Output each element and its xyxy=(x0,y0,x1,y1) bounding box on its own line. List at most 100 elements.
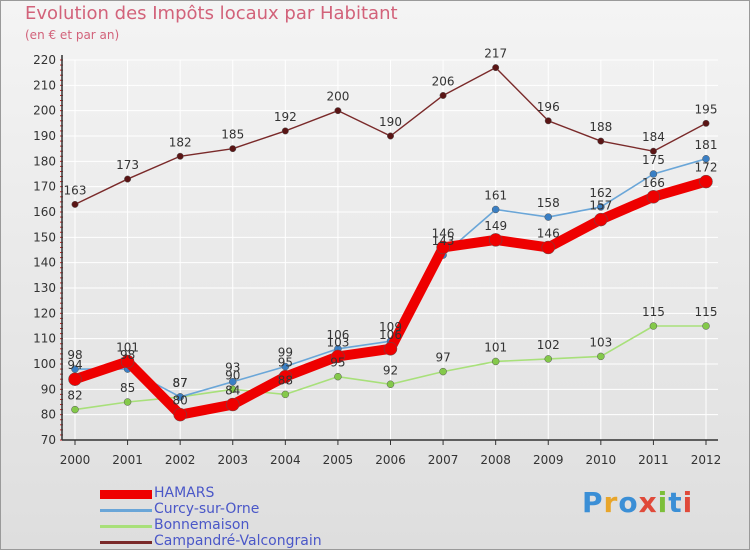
data-label-hamars: 146 xyxy=(432,226,455,240)
data-label-campandr-valcongrain: 163 xyxy=(64,183,87,197)
data-label-bonnemaison: 102 xyxy=(537,338,560,352)
data-label-campandr-valcongrain: 195 xyxy=(695,102,718,116)
x-tick-label: 2005 xyxy=(323,453,354,467)
logo-letter: P xyxy=(582,486,604,519)
point-campandr-valcongrain xyxy=(229,145,237,153)
x-tick-label: 2001 xyxy=(112,453,143,467)
data-label-bonnemaison: 85 xyxy=(120,381,135,395)
legend-item: Campandré-Valcongrain xyxy=(100,533,420,550)
legend-label: HAMARS xyxy=(154,485,215,501)
point-curcy-sur-orne xyxy=(597,203,605,211)
data-labels-layer: 163 173 182 185 192 200 190 206 217 196 188 184 195 8… xyxy=(64,47,718,408)
x-tick-label: 2004 xyxy=(270,453,301,467)
point-hamars xyxy=(488,233,503,247)
data-label-bonnemaison: 115 xyxy=(642,305,665,319)
series-layer xyxy=(68,64,713,422)
point-campandr-valcongrain xyxy=(544,117,552,125)
data-label-campandr-valcongrain: 190 xyxy=(379,115,402,129)
data-label-curcy-sur-orne: 106 xyxy=(326,328,349,342)
data-label-curcy-sur-orne: 143 xyxy=(432,234,455,248)
logo-letter: t xyxy=(668,486,683,519)
data-label-campandr-valcongrain: 173 xyxy=(116,158,139,172)
point-curcy-sur-orne xyxy=(176,393,184,401)
point-bonnemaison xyxy=(491,357,500,366)
data-label-curcy-sur-orne: 99 xyxy=(278,346,293,360)
point-bonnemaison xyxy=(649,322,658,330)
point-bonnemaison xyxy=(281,390,290,399)
data-label-curcy-sur-orne: 98 xyxy=(120,348,135,362)
x-tick-label: 2009 xyxy=(533,453,564,467)
data-label-hamars: 80 xyxy=(173,394,188,408)
data-label-curcy-sur-orne: 158 xyxy=(537,196,560,210)
data-label-curcy-sur-orne: 161 xyxy=(484,188,507,202)
y-tick-label: 200 xyxy=(33,104,56,118)
point-bonnemaison xyxy=(229,385,237,394)
point-bonnemaison xyxy=(123,398,132,406)
y-tick-label: 120 xyxy=(33,306,56,320)
point-campandr-valcongrain xyxy=(597,137,605,145)
legend: HAMARS Curcy-sur-Orne Bonnemaison Campandré… xyxy=(100,485,420,550)
y-tick-label: 160 xyxy=(33,205,56,219)
data-label-bonnemaison: 92 xyxy=(383,363,398,377)
data-label-curcy-sur-orne: 87 xyxy=(173,376,188,390)
point-campandr-valcongrain xyxy=(702,119,710,127)
legend-item: HAMARS xyxy=(100,485,420,502)
data-label-hamars: 84 xyxy=(225,384,240,398)
point-hamars xyxy=(68,372,82,386)
y-tick-label: 150 xyxy=(33,230,56,244)
data-label-campandr-valcongrain: 188 xyxy=(589,120,612,134)
y-tick-label: 210 xyxy=(33,78,56,92)
logo-letter: i xyxy=(657,486,669,519)
data-label-hamars: 157 xyxy=(589,199,612,213)
logo-letter: i xyxy=(682,486,694,519)
y-tick-label: 90 xyxy=(41,382,56,396)
x-tick-label: 2000 xyxy=(60,453,91,467)
point-campandr-valcongrain xyxy=(492,64,500,72)
data-label-hamars: 103 xyxy=(326,335,349,349)
legend-swatch xyxy=(100,525,152,528)
data-label-curcy-sur-orne: 181 xyxy=(695,138,718,152)
point-curcy-sur-orne xyxy=(491,205,500,214)
data-label-bonnemaison: 88 xyxy=(278,373,293,387)
y-tick-label: 100 xyxy=(33,357,56,371)
data-label-campandr-valcongrain: 200 xyxy=(326,90,349,104)
legend-swatch xyxy=(100,490,152,499)
point-hamars xyxy=(173,407,187,422)
data-label-campandr-valcongrain: 196 xyxy=(537,100,560,114)
data-label-hamars: 95 xyxy=(278,356,293,370)
legend-swatch xyxy=(100,509,152,512)
x-tick-label: 2003 xyxy=(217,453,248,467)
data-label-hamars: 166 xyxy=(642,176,665,190)
y-tick-label: 220 xyxy=(33,53,56,67)
point-hamars xyxy=(594,212,608,227)
y-tick-label: 190 xyxy=(33,129,56,143)
y-tick-label: 180 xyxy=(33,154,56,168)
data-label-curcy-sur-orne: 98 xyxy=(67,348,82,362)
y-tick-label: 170 xyxy=(33,180,56,194)
point-bonnemaison xyxy=(386,380,395,389)
chart-subtitle: (en € et par an) xyxy=(25,28,120,42)
point-hamars xyxy=(646,190,661,204)
data-label-bonnemaison: 115 xyxy=(695,305,718,319)
point-campandr-valcongrain xyxy=(71,200,79,208)
data-label-hamars: 149 xyxy=(484,219,507,233)
point-bonnemaison xyxy=(597,352,605,361)
data-label-curcy-sur-orne: 175 xyxy=(642,153,665,167)
data-label-bonnemaison: 103 xyxy=(589,335,612,349)
data-label-curcy-sur-orne: 109 xyxy=(379,320,402,334)
point-hamars xyxy=(383,342,398,356)
point-hamars xyxy=(226,397,240,412)
logo-letter: r xyxy=(603,486,619,519)
point-bonnemaison xyxy=(544,355,552,363)
data-label-campandr-valcongrain: 206 xyxy=(432,74,455,88)
data-label-campandr-valcongrain: 217 xyxy=(484,47,507,61)
data-label-campandr-valcongrain: 185 xyxy=(221,128,244,142)
point-hamars xyxy=(331,349,345,364)
data-label-campandr-valcongrain: 182 xyxy=(169,135,192,149)
y-tick-label: 80 xyxy=(41,408,56,422)
proxiti-logo: Proxiti xyxy=(582,486,693,519)
x-tick-label: 2012 xyxy=(691,453,722,467)
point-bonnemaison xyxy=(71,405,79,414)
point-campandr-valcongrain xyxy=(281,127,289,135)
